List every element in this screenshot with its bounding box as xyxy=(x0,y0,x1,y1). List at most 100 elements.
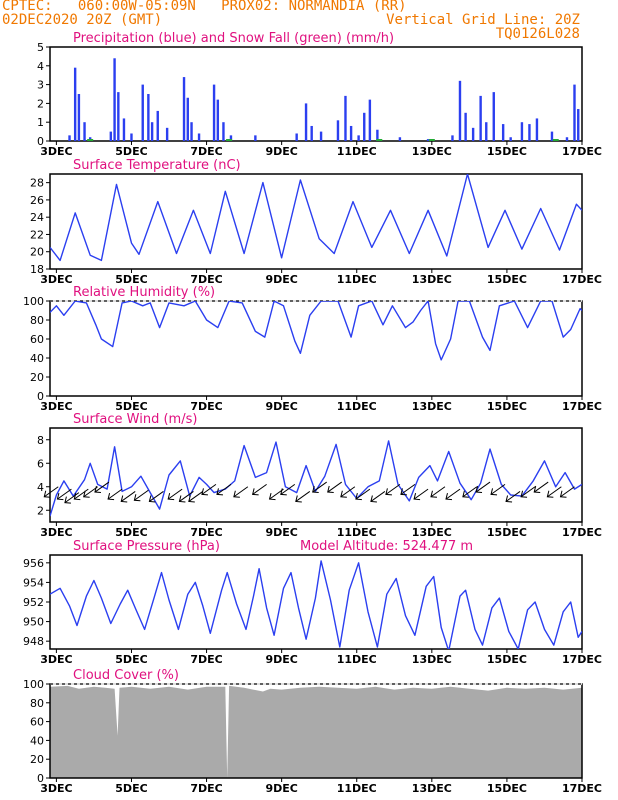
snow-bar xyxy=(428,139,435,141)
x-tick-label: 9DEC xyxy=(265,526,297,539)
panel-4-frame xyxy=(49,554,583,650)
cloud-cover-area xyxy=(50,685,582,778)
wind-arrow-head xyxy=(430,490,438,498)
x-tick-label: 11DEC xyxy=(337,653,377,666)
y-tick-label: 80 xyxy=(30,314,44,327)
x-tick-label: 13DEC xyxy=(412,400,452,413)
precip-bar xyxy=(186,97,189,141)
y-tick-label: 2 xyxy=(37,504,44,517)
wind-arrow xyxy=(57,488,72,500)
wind-arrow xyxy=(475,481,491,493)
wind-arrow xyxy=(312,481,327,493)
precip-bar xyxy=(222,122,225,141)
wind-arrow xyxy=(490,483,506,495)
wind-arrow-head xyxy=(107,492,115,501)
panel-5-title: Cloud Cover (%) xyxy=(73,668,179,683)
y-tick-label: 60 xyxy=(30,333,44,346)
wind-arrow xyxy=(560,486,575,498)
precip-bar xyxy=(344,95,347,141)
y-tick-label: 954 xyxy=(23,576,44,589)
wind-arrow-head xyxy=(445,492,453,501)
y-tick-label: 26 xyxy=(30,194,44,207)
x-tick-label: 15DEC xyxy=(487,400,527,413)
precip-bar xyxy=(150,122,154,141)
y-tick-label: 1 xyxy=(37,116,44,129)
precip-bar xyxy=(229,135,233,141)
wind-arrow-head xyxy=(327,485,334,494)
y-tick-label: 0 xyxy=(37,772,44,785)
x-tick-label: 15DEC xyxy=(487,653,527,666)
x-tick-label: 5DEC xyxy=(115,782,147,795)
precip-bar xyxy=(458,80,462,141)
y-tick-label: 20 xyxy=(30,753,44,766)
wind-arrow-head xyxy=(73,492,81,501)
y-tick-label: 6 xyxy=(37,457,44,470)
wind-arrow xyxy=(43,486,59,498)
precip-bar xyxy=(77,94,81,141)
snow-bar xyxy=(552,139,559,141)
x-tick-label: 7DEC xyxy=(190,526,222,539)
x-tick-label: 17DEC xyxy=(562,526,602,539)
wind-arrow-head xyxy=(490,488,498,496)
y-tick-label: 3 xyxy=(37,79,44,92)
precip-bar xyxy=(528,124,531,141)
panel-0-frame xyxy=(49,46,583,142)
precip-bar xyxy=(520,122,524,141)
snow-bar xyxy=(226,139,233,141)
precip-bar xyxy=(479,95,482,141)
wind-arrow xyxy=(462,486,478,498)
precip-bar xyxy=(376,129,379,141)
wind-arrow-head xyxy=(533,485,541,494)
snow-bar xyxy=(376,139,383,141)
wind-arrow-head xyxy=(64,496,71,504)
series-line-1 xyxy=(50,174,582,262)
precip-bar xyxy=(156,110,159,141)
x-tick-label: 17DEC xyxy=(562,653,602,666)
precip-bar xyxy=(113,58,116,141)
precip-bar xyxy=(73,67,77,141)
precip-bar xyxy=(550,131,554,141)
x-tick-label: 11DEC xyxy=(337,782,377,795)
wind-arrow xyxy=(74,488,89,500)
panel-3-frame xyxy=(49,427,583,523)
x-tick-label: 11DEC xyxy=(337,400,377,413)
wind-arrow xyxy=(167,488,183,500)
x-tick-label: 5DEC xyxy=(115,145,147,158)
precip-bar xyxy=(122,118,126,141)
x-tick-label: 3DEC xyxy=(40,400,72,413)
x-tick-label: 5DEC xyxy=(115,653,147,666)
precip-bar xyxy=(357,135,360,141)
x-tick-label: 13DEC xyxy=(412,526,452,539)
header-model-code: TQ0126L028 xyxy=(495,26,580,42)
wind-arrow-head xyxy=(120,495,128,503)
wind-arrow xyxy=(413,488,429,500)
x-tick-label: 11DEC xyxy=(337,273,377,286)
wind-arrow-head xyxy=(340,490,347,498)
precip-bar xyxy=(304,103,308,141)
precip-bar xyxy=(565,137,569,141)
precip-bar xyxy=(451,135,454,141)
y-tick-label: 40 xyxy=(30,352,44,365)
wind-arrow-head xyxy=(413,492,421,501)
precip-bar xyxy=(68,135,71,141)
panel-1-frame xyxy=(49,173,583,270)
precip-bar xyxy=(464,112,467,141)
x-tick-label: 7DEC xyxy=(190,653,222,666)
y-tick-label: 0 xyxy=(37,390,44,403)
wind-arrow xyxy=(533,481,549,493)
y-tick-label: 2 xyxy=(37,97,44,110)
x-tick-label: 9DEC xyxy=(265,145,297,158)
precip-bar xyxy=(182,77,186,141)
y-tick-label: 4 xyxy=(37,481,44,494)
precip-bar xyxy=(485,122,488,141)
panel-2-title: Relative Humidity (%) xyxy=(73,285,215,300)
wind-arrow xyxy=(505,491,521,502)
x-tick-label: 17DEC xyxy=(562,400,602,413)
panel-1-title: Surface Temperature (nC) xyxy=(73,158,241,173)
precip-bar xyxy=(117,92,120,141)
wind-arrow-head xyxy=(148,495,156,503)
wind-arrow-head xyxy=(312,485,319,494)
x-tick-label: 17DEC xyxy=(562,782,602,795)
y-tick-label: 60 xyxy=(30,716,44,729)
panel-3-title: Surface Wind (m/s) xyxy=(73,412,197,427)
